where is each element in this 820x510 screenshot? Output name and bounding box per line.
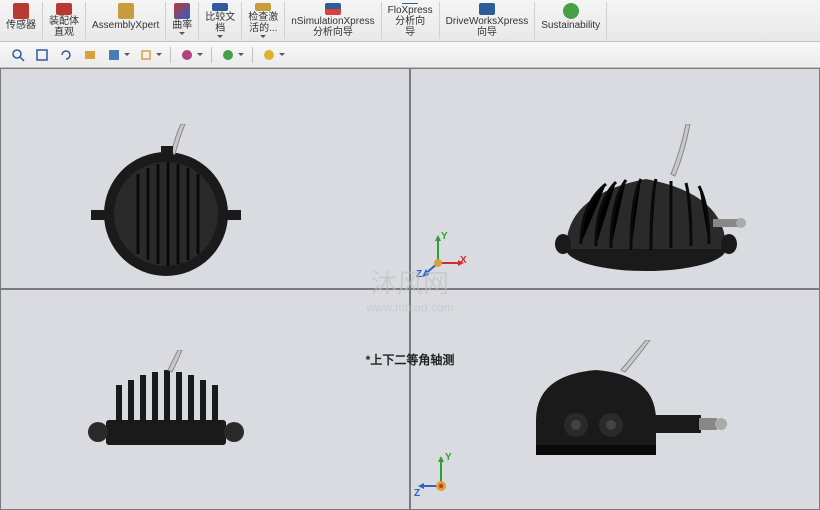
scene-icon (221, 48, 235, 62)
section-icon (83, 48, 97, 62)
view-label: *上下二等角轴测 (366, 351, 455, 368)
viewport-container: Y X Z (0, 68, 820, 510)
section-button[interactable] (80, 45, 100, 65)
hide-show-icon (139, 48, 153, 62)
ribbon-check-active[interactable]: 检查激 活的... (242, 2, 285, 39)
view-settings-button[interactable] (259, 45, 279, 65)
ribbon-label: DriveWorksXpress 向导 (446, 16, 529, 38)
chevron-down-icon (179, 32, 185, 35)
ribbon-assembly-visual[interactable]: 装配体 直观 (43, 2, 86, 39)
display-style-button[interactable] (104, 45, 124, 65)
ribbon-toolbar: 传感器 装配体 直观 AssemblyXpert 曲率 比较文 档 检查激 活的… (0, 0, 820, 42)
chevron-down-icon (279, 53, 285, 56)
ribbon-label: FloXpress 分析向 导 (388, 5, 433, 38)
model-side (521, 340, 751, 470)
zoom-button[interactable] (8, 45, 28, 65)
ribbon-floxpress[interactable]: FloXpress 分析向 导 (382, 2, 440, 39)
ribbon-label: nSimulationXpress 分析向导 (291, 16, 374, 38)
ribbon-label: 装配体 直观 (49, 16, 79, 38)
edit-appearance-icon (180, 48, 194, 62)
ribbon-sensor[interactable]: 传感器 (0, 2, 43, 39)
ribbon-driveworks[interactable]: DriveWorksXpress 向导 (440, 2, 536, 39)
scene-button[interactable] (218, 45, 238, 65)
ribbon-label: 检查激 活的... (248, 12, 278, 34)
model-iso (551, 124, 751, 289)
chevron-down-icon (124, 53, 130, 56)
edit-appearance-button[interactable] (177, 45, 197, 65)
check-active-icon (255, 3, 271, 11)
compare-docs-icon (212, 3, 228, 11)
sensor-icon (13, 3, 29, 19)
driveworks-icon (479, 3, 495, 15)
ribbon-simulation[interactable]: nSimulationXpress 分析向导 (285, 2, 381, 39)
separator (252, 47, 253, 63)
separator (170, 47, 171, 63)
view-pane-topright[interactable]: Y X Z (410, 68, 820, 289)
view-pane-bottomleft[interactable] (0, 289, 410, 510)
rotate-icon (59, 48, 73, 62)
viewport-grid: Y X Z (0, 68, 820, 510)
view-pane-topleft[interactable] (0, 68, 410, 289)
ribbon-label: 比较文 档 (205, 12, 235, 34)
display-style-icon (107, 48, 121, 62)
simulation-icon (325, 3, 341, 15)
rotate-button[interactable] (56, 45, 76, 65)
curvature-icon (174, 3, 190, 19)
chevron-down-icon (156, 53, 162, 56)
assemblyxpert-icon (118, 3, 134, 19)
fit-icon (35, 48, 49, 62)
chevron-down-icon (260, 35, 266, 38)
ribbon-compare-docs[interactable]: 比较文 档 (199, 2, 242, 39)
sustainability-icon (563, 3, 579, 19)
floxpress-icon (402, 3, 418, 4)
ribbon-label: Sustainability (541, 20, 600, 31)
view-pane-bottomright[interactable]: Y Z (410, 289, 820, 510)
axis-gizmo: Y Z (416, 454, 466, 504)
ribbon-label: 曲率 (172, 20, 192, 31)
chevron-down-icon (197, 53, 203, 56)
ribbon-label: AssemblyXpert (92, 20, 159, 31)
assembly-visual-icon (56, 3, 72, 15)
ribbon-assemblyxpert[interactable]: AssemblyXpert (86, 2, 166, 39)
chevron-down-icon (217, 35, 223, 38)
fit-button[interactable] (32, 45, 52, 65)
axis-gizmo: Y X Z (416, 233, 466, 283)
model-top (76, 350, 256, 460)
zoom-icon (11, 48, 25, 62)
hide-show-button[interactable] (136, 45, 156, 65)
chevron-down-icon (238, 53, 244, 56)
separator (211, 47, 212, 63)
ribbon-curvature[interactable]: 曲率 (166, 2, 199, 39)
model-front (81, 124, 251, 289)
ribbon-label: 传感器 (6, 20, 36, 31)
view-settings-icon (262, 48, 276, 62)
view-toolbar (0, 42, 820, 68)
ribbon-sustainability[interactable]: Sustainability (535, 2, 607, 39)
